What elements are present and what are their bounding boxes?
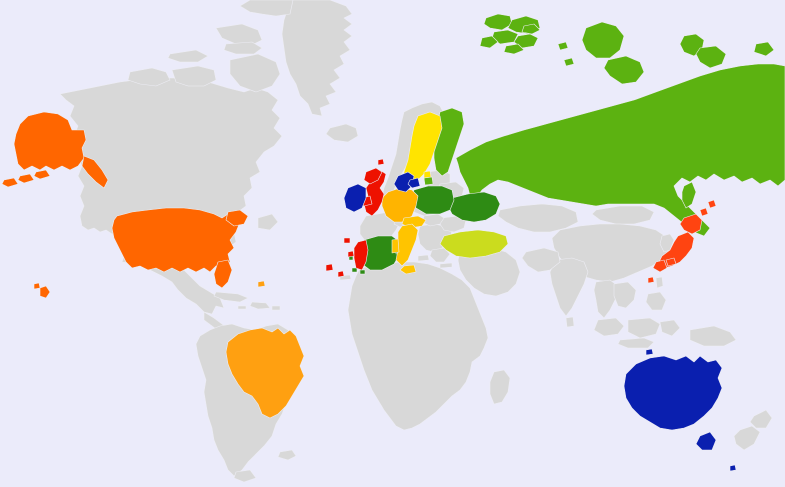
- country-united-states-mainland[interactable]: [111, 207, 241, 273]
- country-greenland-north[interactable]: [239, 0, 294, 17]
- state-tasmania[interactable]: [695, 431, 717, 451]
- country-kazakhstan[interactable]: [497, 203, 579, 233]
- island-kuril-1[interactable]: [699, 207, 709, 217]
- island-severnaya[interactable]: [753, 41, 775, 57]
- highlighted-blue-layer: [343, 171, 737, 472]
- country-australia[interactable]: [623, 355, 723, 431]
- island-banks[interactable]: [127, 67, 171, 87]
- marker-red-azores-2[interactable]: [337, 270, 345, 278]
- country-india[interactable]: [549, 257, 589, 317]
- country-uk-scotland[interactable]: [363, 167, 383, 185]
- country-pakistan-afghanistan[interactable]: [521, 247, 561, 273]
- island-sicily-italy[interactable]: [399, 264, 417, 275]
- island-baffin[interactable]: [229, 53, 281, 93]
- country-philippines[interactable]: [645, 291, 667, 311]
- island-hispaniola[interactable]: [249, 301, 271, 310]
- island-kuril-2[interactable]: [707, 199, 717, 209]
- state-alaska-aleutians-3[interactable]: [33, 169, 51, 180]
- state-alaska[interactable]: [13, 111, 87, 171]
- island-taiwan[interactable]: [655, 276, 664, 289]
- country-ireland[interactable]: [343, 183, 367, 213]
- marker-green-atlantic-2[interactable]: [359, 269, 366, 275]
- country-japan-hokkaido[interactable]: [679, 213, 703, 235]
- country-italy[interactable]: [395, 223, 419, 267]
- island-falklands[interactable]: [277, 449, 297, 461]
- island-franz-josef[interactable]: [581, 21, 625, 59]
- highlighted-light-orange-layer: [225, 280, 305, 419]
- island-melville[interactable]: [167, 49, 209, 63]
- island-crete[interactable]: [439, 262, 453, 269]
- island-ellesmere[interactable]: [215, 23, 263, 47]
- island-newfoundland[interactable]: [257, 213, 279, 231]
- highlighted-tomato-layer: [647, 199, 717, 284]
- island-arctic-small-2[interactable]: [563, 57, 575, 67]
- country-indonesia-java[interactable]: [617, 337, 655, 349]
- island-small-arctic-1[interactable]: [557, 41, 569, 51]
- country-papua-new-guinea[interactable]: [689, 325, 737, 347]
- highlighted-orange-red-layer: [1, 111, 249, 299]
- island-gotland[interactable]: [423, 170, 432, 179]
- island-shetland[interactable]: [377, 158, 385, 166]
- state-alaska-aleutians-1[interactable]: [1, 177, 19, 188]
- country-brazil[interactable]: [225, 327, 305, 419]
- island-sakhalin[interactable]: [681, 181, 697, 209]
- country-denmark[interactable]: [393, 171, 415, 193]
- island-svalbard-4[interactable]: [513, 33, 539, 49]
- marker-orange-caribbean[interactable]: [257, 280, 266, 288]
- marker-red-madeira[interactable]: [347, 250, 355, 258]
- island-victoria[interactable]: [171, 65, 217, 87]
- region-indochina[interactable]: [613, 281, 637, 309]
- country-iceland[interactable]: [325, 123, 359, 143]
- state-hawaii-2[interactable]: [33, 282, 41, 290]
- country-sri-lanka[interactable]: [565, 316, 575, 328]
- country-new-zealand-south[interactable]: [733, 425, 761, 451]
- country-indonesia-sumatra[interactable]: [593, 317, 625, 337]
- country-japan-okinawa[interactable]: [647, 276, 655, 284]
- island-svalbard-6[interactable]: [503, 43, 525, 55]
- island-svalbard-5[interactable]: [479, 35, 499, 49]
- marker-red-canary[interactable]: [343, 237, 351, 244]
- country-portugal[interactable]: [353, 239, 369, 271]
- country-ukraine[interactable]: [447, 191, 501, 223]
- state-alaska-panhandle[interactable]: [81, 155, 109, 189]
- island-svalbard[interactable]: [483, 13, 513, 31]
- state-alaska-aleutians-2[interactable]: [17, 173, 35, 184]
- island-kaliningrad-area[interactable]: [423, 176, 434, 186]
- island-devon[interactable]: [223, 41, 263, 55]
- country-denmark-islands[interactable]: [407, 177, 421, 189]
- highlighted-yellow-green-layer: [439, 229, 509, 259]
- island-cuba[interactable]: [213, 291, 249, 303]
- region-florida[interactable]: [213, 259, 233, 289]
- island-sardinia-italy[interactable]: [391, 238, 400, 254]
- country-greenland[interactable]: [281, 0, 353, 117]
- state-hawaii[interactable]: [39, 285, 51, 299]
- island-puerto-rico[interactable]: [271, 305, 281, 311]
- island-jamaica[interactable]: [237, 305, 247, 310]
- country-japan-honshu[interactable]: [657, 231, 695, 269]
- country-myanmar-thailand[interactable]: [593, 279, 619, 319]
- country-turkey[interactable]: [439, 229, 509, 259]
- island-novaya-zemlya-2[interactable]: [695, 45, 727, 69]
- continent-africa[interactable]: [347, 261, 489, 431]
- marker-blue-island-1[interactable]: [645, 348, 654, 356]
- marker-blue-pacific[interactable]: [729, 464, 737, 472]
- country-mongolia[interactable]: [591, 205, 655, 225]
- marker-green-atlantic-1[interactable]: [351, 267, 358, 273]
- country-borneo[interactable]: [627, 317, 661, 339]
- island-tierra-del-fuego[interactable]: [233, 469, 257, 483]
- country-japan-kyushu[interactable]: [652, 259, 668, 273]
- region-new-england[interactable]: [225, 209, 249, 227]
- highlighted-gold-layer: [391, 215, 427, 275]
- island-franz-josef-2[interactable]: [603, 55, 645, 85]
- island-svalbard-7[interactable]: [521, 23, 541, 35]
- country-new-zealand-north[interactable]: [749, 409, 773, 429]
- country-madagascar[interactable]: [489, 369, 511, 405]
- country-sulawesi[interactable]: [659, 319, 681, 337]
- island-sicily[interactable]: [417, 254, 430, 262]
- marker-red-azores-1[interactable]: [325, 263, 334, 272]
- country-japan-shikoku[interactable]: [665, 257, 677, 267]
